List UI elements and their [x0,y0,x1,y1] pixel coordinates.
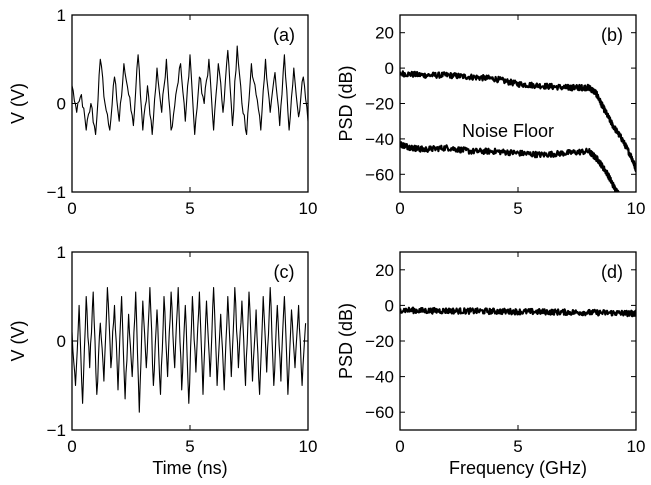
y-axis-label-a: V (V) [8,83,28,124]
x-tick-label-c: 10 [299,437,318,456]
panel-label-d: (d) [601,262,623,282]
panel-label-b: (b) [601,25,623,45]
y-tick-label-c: −1 [47,421,66,440]
y-tick-label-a: 0 [57,95,66,114]
y-axis-label-d: PSD (dB) [336,303,356,379]
panel-a: 0 5 10−101 (a) V (V) [8,6,317,218]
series-line-c-1 [72,287,307,413]
x-tick-label-b: 10 [627,199,646,218]
y-tick-label-b: 0 [385,59,394,78]
y-tick-label-d: 0 [385,296,394,315]
x-tick-label-b: 5 [513,199,522,218]
y-tick-label-a: 1 [57,6,66,25]
y-tick-label-a: −1 [47,183,66,202]
y-tick-label-d: −40 [365,368,394,387]
x-tick-label-a: 0 [67,199,76,218]
y-axis-label-b: PSD (dB) [336,65,356,141]
x-tick-label-d: 0 [395,437,404,456]
y-tick-label-c: 0 [57,332,66,351]
series-line-b-2 [400,141,620,192]
x-tick-label-c: 0 [67,437,76,456]
x-tick-label-a: 10 [299,199,318,218]
x-tick-label-d: 5 [513,437,522,456]
y-tick-label-d: −20 [365,332,394,351]
y-tick-label-b: −40 [365,130,394,149]
series-line-a-1 [72,45,308,136]
y-tick-label-d: −60 [365,403,394,422]
y-tick-label-d: 20 [375,261,394,280]
x-axis-label-d: Frequency (GHz) [449,458,587,478]
y-tick-label-b: 20 [375,24,394,43]
x-tick-label-d: 10 [627,437,646,456]
y-tick-label-b: −20 [365,95,394,114]
y-axis-label-c: V (V) [8,320,28,361]
panel-label-a: (a) [273,25,295,45]
x-tick-label-b: 0 [395,199,404,218]
noise-floor-annotation: Noise Floor [462,121,554,141]
x-tick-label-a: 5 [185,199,194,218]
y-tick-label-b: −60 [365,165,394,184]
y-tick-label-c: 1 [57,243,66,262]
x-axis-label-c: Time (ns) [152,458,227,478]
panel-d: 0 5 10 −60 −40 −20 0 20 (d) PSD (dB) Frequency … [336,251,646,478]
panel-c: 0 5 10−101 (c) V (V) Time (ns) [8,243,317,478]
series-line-b-1 [400,70,636,173]
x-tick-label-c: 5 [185,437,194,456]
series-line-d-1 [400,306,636,318]
panel-label-c: (c) [274,262,295,282]
panel-b: 0 5 10 −60 −40 −20 0 20 (b) PSD (dB) Noise Floo… [336,14,646,218]
